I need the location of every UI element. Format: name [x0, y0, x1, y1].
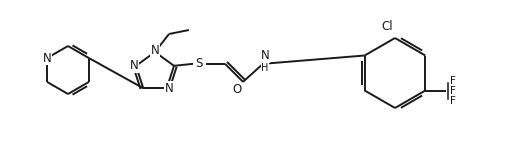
- Text: N: N: [260, 49, 269, 62]
- Text: S: S: [195, 57, 203, 70]
- Text: F: F: [449, 75, 456, 86]
- Text: F: F: [449, 86, 456, 95]
- Text: F: F: [449, 95, 456, 106]
- Text: N: N: [129, 59, 138, 72]
- Text: N: N: [164, 82, 173, 95]
- Text: H: H: [261, 63, 268, 73]
- Text: O: O: [232, 83, 241, 96]
- Text: Cl: Cl: [380, 20, 392, 33]
- Text: N: N: [150, 44, 159, 57]
- Text: N: N: [43, 52, 52, 65]
